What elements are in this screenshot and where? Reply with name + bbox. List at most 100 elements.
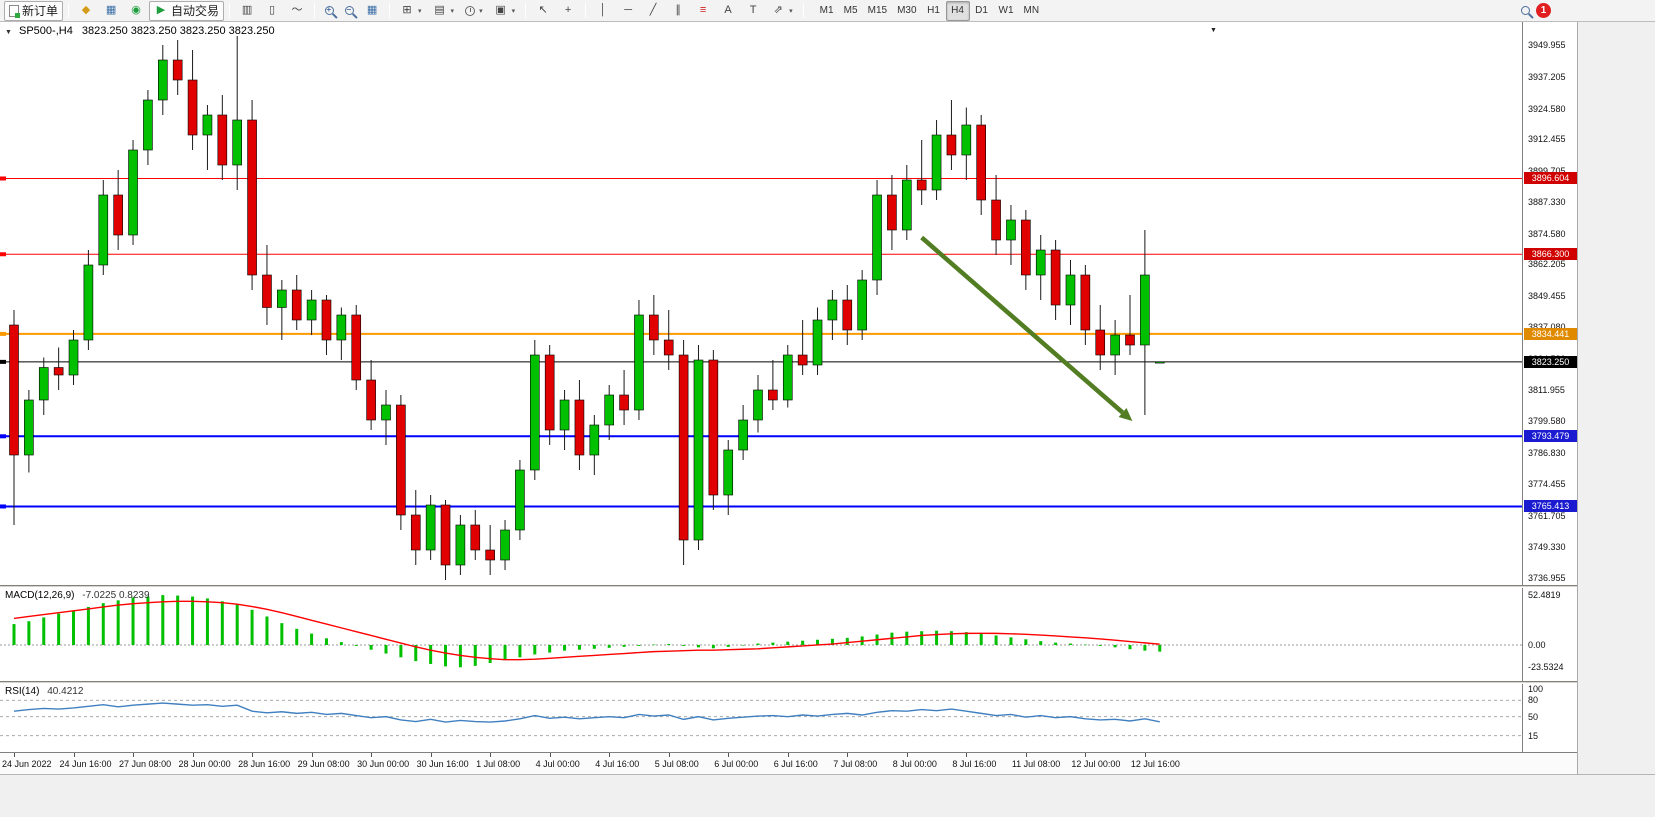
profiles-icon: ▤ (434, 4, 445, 16)
fibonacci-button[interactable]: ≡ (691, 1, 715, 21)
price-line-badge: 3793.479 (1524, 430, 1577, 443)
rsi-pane-label: RSI(14) 40.4212 (5, 686, 83, 697)
toolbar-separator (585, 3, 587, 18)
time-label: 29 Jun 08:00 (297, 759, 350, 769)
label-tool-button[interactable]: T (741, 1, 765, 21)
rsi-label: RSI(14) (5, 686, 40, 697)
timeframe-button-MN[interactable]: MN (1023, 4, 1040, 16)
macd-values: -7.0225 0.8239 (82, 590, 150, 601)
period-button[interactable]: ▾ (460, 1, 488, 21)
price-line-badge: 3823.250 (1524, 355, 1577, 368)
price-tick: 3774.455 (1528, 478, 1566, 489)
time-label: 12 Jul 00:00 (1071, 759, 1121, 769)
price-tick: 3736.955 (1528, 572, 1566, 583)
horizontal-line-icon: ─ (624, 4, 632, 16)
time-label: 5 Jul 08:00 (654, 759, 699, 769)
price-line-badge: 3866.300 (1524, 248, 1577, 261)
price-tick: 3887.330 (1528, 196, 1566, 207)
timeframe-button-M30[interactable]: M30 (897, 4, 917, 16)
market-watch-icon: ▦ (105, 4, 117, 16)
rsi-pane-canvas[interactable] (0, 684, 1522, 752)
time-label: 28 Jun 16:00 (238, 759, 291, 769)
bar-chart-icon: ▥ (241, 4, 253, 16)
chart-ohlc-header: ▼ SP500-,H4 3823.250 3823.250 3823.250 3… (5, 25, 275, 37)
time-axis[interactable]: 24 Jun 2022 24 Jun 16:00 27 Jun 08:00 28 Ju… (0, 752, 1577, 774)
arrows-tool-button[interactable]: ⇗ ▾ (766, 1, 798, 21)
notification-badge[interactable]: 1 (1536, 3, 1551, 18)
chevron-down-icon: ▾ (789, 7, 793, 15)
time-tick-mark (668, 753, 670, 757)
crosshair-button[interactable]: + (556, 1, 580, 21)
time-tick-mark (252, 753, 254, 757)
time-tick-mark (787, 753, 789, 757)
autotrading-label: 自动交易 (171, 4, 220, 18)
timeframe-button-W1[interactable]: W1 (998, 4, 1014, 16)
zoom-out-button[interactable]: − (340, 1, 359, 21)
timeframe-button-M5[interactable]: M5 (843, 4, 858, 16)
pane-separator[interactable] (0, 585, 1577, 588)
snapshot-button[interactable]: ▣ ▾ (489, 1, 521, 21)
channel-icon: ∥ (675, 4, 681, 16)
line-chart-button[interactable]: ～ (285, 1, 309, 21)
horizontal-line-button[interactable]: ─ (616, 1, 640, 21)
price-tick: 3874.580 (1528, 228, 1566, 239)
zoom-in-button[interactable]: + (320, 1, 339, 21)
chart-window: ▼ SP500-,H4 3823.250 3823.250 3823.250 3… (0, 22, 1655, 817)
timeframe-button-H1[interactable]: H1 (927, 4, 940, 16)
new-order-label: 新订单 (22, 4, 59, 18)
candlestick-chart-button[interactable]: ▯ (260, 1, 284, 21)
main-chart-canvas[interactable] (0, 36, 1522, 585)
time-label: 24 Jun 16:00 (59, 759, 112, 769)
price-tick: 3811.955 (1528, 385, 1565, 396)
cursor-button[interactable]: ↖ (531, 1, 555, 21)
bar-chart-button[interactable]: ▥ (235, 1, 259, 21)
time-tick-mark (906, 753, 908, 757)
time-tick-mark (966, 753, 968, 757)
channel-button[interactable]: ∥ (666, 1, 690, 21)
arrow-tool-icon: ⇗ (773, 4, 783, 16)
metaeditor-button[interactable]: ◆ (74, 1, 98, 21)
time-tick-mark (371, 753, 373, 757)
chart-dropdown-icon[interactable]: ▼ (1210, 27, 1217, 34)
search-button[interactable] (1516, 1, 1535, 21)
price-tick: 3924.580 (1528, 103, 1566, 114)
time-tick-mark (609, 753, 611, 757)
label-tool-icon: T (749, 4, 757, 16)
collapse-triangle-icon[interactable]: ▼ (5, 29, 12, 36)
price-axis[interactable]: 3949.955 3937.205 3924.580 3912.455 3899.705… (1522, 22, 1577, 752)
timeframe-group: M1 M5 M15 M30 H1 H4 D1 W1 MN (815, 0, 1044, 21)
new-chart-button[interactable]: ⊞ ▾ (395, 1, 427, 21)
tile-windows-button[interactable]: ▦ (360, 1, 384, 21)
macd-pane-canvas[interactable] (0, 588, 1522, 682)
time-label: 28 Jun 00:00 (178, 759, 231, 769)
vertical-line-button[interactable]: │ (591, 1, 615, 21)
toolbar-separator (389, 3, 391, 18)
timeframe-button-D1[interactable]: D1 (975, 4, 988, 16)
profiles-button[interactable]: ▤ ▾ (428, 1, 460, 21)
chart-ohlc-values: 3823.250 3823.250 3823.250 3823.250 (81, 25, 275, 37)
timeframe-button-H4[interactable]: H4 (945, 0, 970, 21)
time-tick-mark (133, 753, 135, 757)
time-tick-mark (73, 753, 75, 757)
vertical-line-icon: │ (599, 4, 607, 16)
pane-separator[interactable] (0, 681, 1577, 684)
navigator-button[interactable]: ◉ (124, 1, 148, 21)
time-label: 11 Jul 08:00 (1011, 759, 1061, 769)
trendline-button[interactable]: ╱ (641, 1, 665, 21)
text-tool-button[interactable]: A (716, 1, 740, 21)
new-order-button[interactable]: 新订单 (4, 0, 64, 21)
autotrading-button[interactable]: ▶ 自动交易 (149, 0, 225, 21)
timeframe-button-M15[interactable]: M15 (867, 4, 888, 16)
macd-tick: 0.00 (1528, 639, 1546, 650)
price-tick: 3799.580 (1528, 416, 1566, 427)
clock-icon (465, 5, 476, 16)
toolbar-separator (68, 3, 70, 18)
new-chart-icon: ⊞ (402, 4, 412, 16)
time-label: 12 Jul 16:00 (1130, 759, 1180, 769)
time-label: 4 Jul 00:00 (535, 759, 580, 769)
time-tick-mark (1025, 753, 1027, 757)
timeframe-button-M1[interactable]: M1 (819, 4, 834, 16)
market-watch-button[interactable]: ▦ (99, 1, 123, 21)
price-tick: 3786.830 (1528, 447, 1566, 458)
autotrade-play-icon: ▶ (156, 4, 166, 16)
